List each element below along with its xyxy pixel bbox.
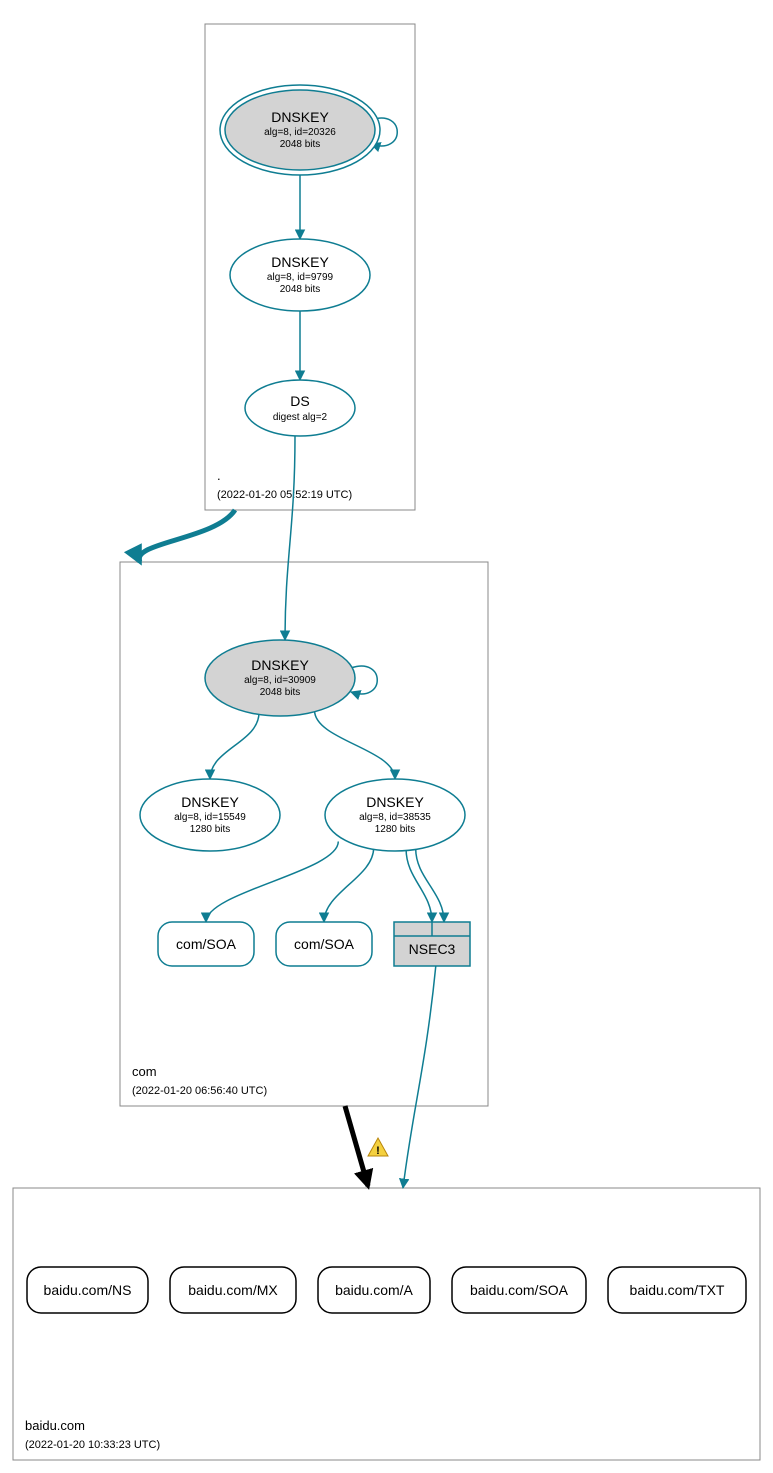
- edge: [416, 849, 444, 922]
- svg-text:digest alg=2: digest alg=2: [273, 412, 328, 423]
- node-baidu_mx: baidu.com/MX: [170, 1267, 296, 1313]
- node-root_ksk: DNSKEY alg=8, id=203262048 bits: [220, 85, 380, 175]
- edge: [403, 966, 436, 1188]
- svg-text:DNSKEY: DNSKEY: [271, 254, 329, 270]
- svg-text:!: !: [376, 1145, 380, 1157]
- zone-label-com: com: [132, 1064, 157, 1079]
- node-root_zsk: DNSKEY alg=8, id=97992048 bits: [230, 239, 370, 311]
- svg-text:baidu.com/SOA: baidu.com/SOA: [470, 1282, 569, 1298]
- zone-box-baidu: [13, 1188, 760, 1460]
- node-nsec3: NSEC3: [394, 922, 470, 966]
- warning-icon: !: [368, 1138, 388, 1157]
- node-com_zsk2: DNSKEY alg=8, id=385351280 bits: [325, 779, 465, 851]
- node-com_zsk1: DNSKEY alg=8, id=155491280 bits: [140, 779, 280, 851]
- svg-text:baidu.com/NS: baidu.com/NS: [44, 1282, 132, 1298]
- zone-label-root: .: [217, 468, 221, 483]
- svg-text:NSEC3: NSEC3: [409, 941, 456, 957]
- svg-text:DS: DS: [290, 393, 309, 409]
- node-baidu_ns: baidu.com/NS: [27, 1267, 148, 1313]
- zone-edge: [139, 510, 235, 562]
- svg-text:com/SOA: com/SOA: [294, 936, 355, 952]
- zone-timestamp-com: (2022-01-20 06:56:40 UTC): [132, 1085, 267, 1097]
- svg-text:2048 bits: 2048 bits: [280, 139, 321, 150]
- node-com_soa2: com/SOA: [276, 922, 372, 966]
- svg-text:alg=8, id=20326: alg=8, id=20326: [264, 127, 336, 138]
- svg-text:2048 bits: 2048 bits: [260, 687, 301, 698]
- svg-text:com/SOA: com/SOA: [176, 936, 237, 952]
- edge: [315, 710, 396, 779]
- svg-text:alg=8, id=30909: alg=8, id=30909: [244, 675, 316, 686]
- svg-text:alg=8, id=15549: alg=8, id=15549: [174, 812, 246, 823]
- zone-timestamp-root: (2022-01-20 05:52:19 UTC): [217, 489, 352, 501]
- dnssec-diagram: . (2022-01-20 05:52:19 UTC) com (2022-01-20…: [0, 0, 773, 1473]
- node-com_ksk: DNSKEY alg=8, id=309092048 bits: [205, 640, 355, 716]
- node-com_soa1: com/SOA: [158, 922, 254, 966]
- node-baidu_txt: baidu.com/TXT: [608, 1267, 746, 1313]
- node-root_ds: DS digest alg=2: [245, 380, 355, 436]
- svg-text:DNSKEY: DNSKEY: [251, 657, 309, 673]
- svg-text:2048 bits: 2048 bits: [280, 284, 321, 295]
- zone-edge-black: [345, 1106, 368, 1186]
- zone-label-baidu: baidu.com: [25, 1418, 85, 1433]
- svg-text:alg=8, id=38535: alg=8, id=38535: [359, 812, 431, 823]
- svg-text:baidu.com/A: baidu.com/A: [335, 1282, 413, 1298]
- edge: [406, 849, 432, 922]
- edge: [285, 436, 295, 640]
- zone-timestamp-baidu: (2022-01-20 10:33:23 UTC): [25, 1439, 160, 1451]
- svg-text:alg=8, id=9799: alg=8, id=9799: [267, 272, 334, 283]
- svg-text:DNSKEY: DNSKEY: [271, 109, 329, 125]
- svg-text:DNSKEY: DNSKEY: [366, 794, 424, 810]
- svg-text:DNSKEY: DNSKEY: [181, 794, 239, 810]
- svg-text:baidu.com/MX: baidu.com/MX: [188, 1282, 278, 1298]
- edge: [324, 847, 374, 922]
- edge: [210, 713, 259, 780]
- svg-text:1280 bits: 1280 bits: [190, 824, 231, 835]
- edge: [206, 842, 338, 922]
- node-baidu_a: baidu.com/A: [318, 1267, 430, 1313]
- svg-text:1280 bits: 1280 bits: [375, 824, 416, 835]
- node-baidu_soa: baidu.com/SOA: [452, 1267, 586, 1313]
- svg-text:baidu.com/TXT: baidu.com/TXT: [630, 1282, 725, 1298]
